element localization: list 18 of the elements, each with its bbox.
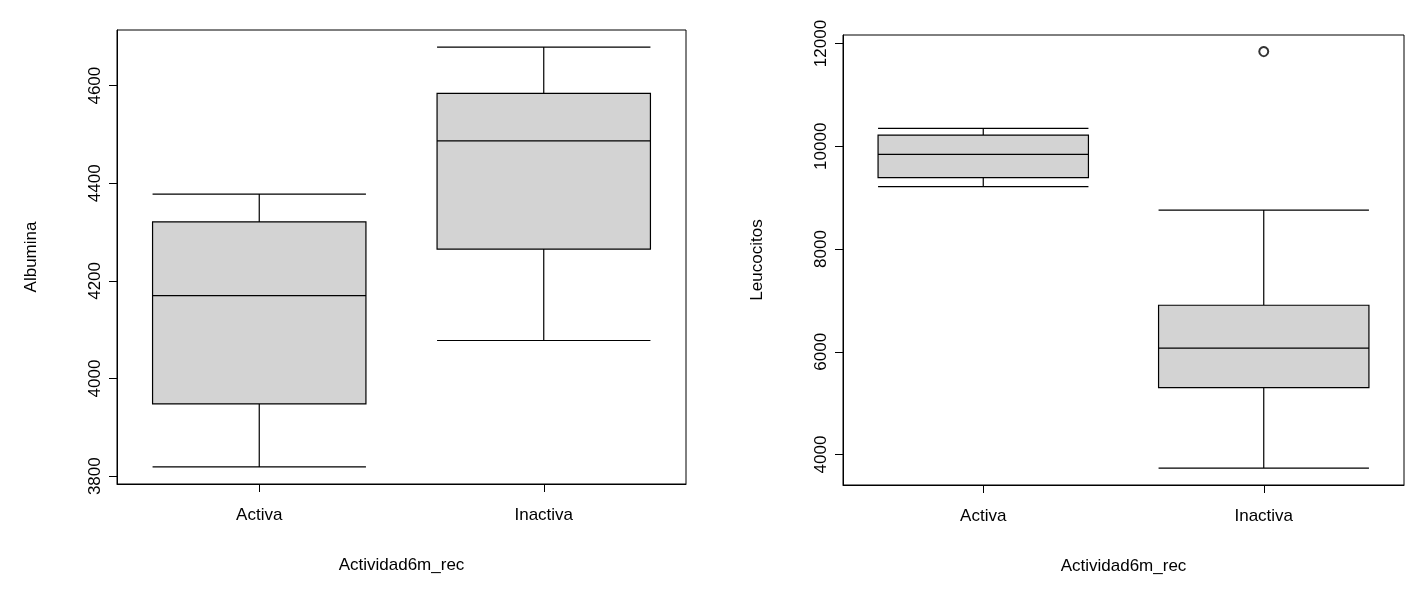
x-tick-label: Activa [960, 506, 1007, 525]
y-tick-label: 10000 [811, 122, 830, 170]
y-tick-label: 4000 [811, 435, 830, 474]
x-tick-label: Activa [236, 505, 283, 524]
y-tick-label: 4400 [85, 164, 104, 203]
x-axis-title: Actividad6m_rec [1060, 556, 1187, 575]
y-axis-title: Leucocitos [747, 219, 766, 301]
x-tick-label: Inactiva [1234, 506, 1294, 525]
y-tick-label: 3800 [85, 457, 104, 496]
y-tick-label: 4000 [85, 359, 104, 398]
y-axis-title: Albumina [21, 221, 40, 293]
y-tick-label: 12000 [811, 19, 830, 68]
x-tick-label: Inactiva [514, 505, 574, 524]
y-tick-label: 4200 [85, 262, 104, 300]
y-tick-label: 6000 [811, 332, 830, 371]
x-axis-title: Actividad6m_rec [338, 555, 465, 574]
y-tick-label: 8000 [811, 230, 830, 268]
y-tick-label: 4600 [85, 66, 104, 105]
